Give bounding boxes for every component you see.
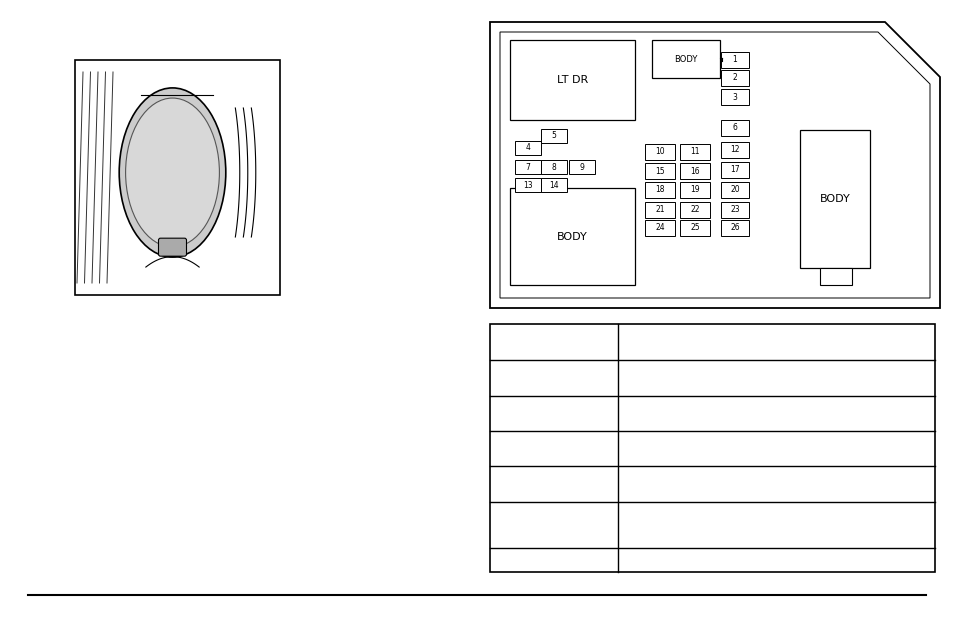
Bar xyxy=(540,160,566,174)
Bar xyxy=(679,182,709,198)
Bar xyxy=(490,324,934,572)
Bar xyxy=(540,129,566,143)
Text: BODY: BODY xyxy=(674,55,697,64)
Bar xyxy=(679,220,709,236)
Bar xyxy=(515,160,540,174)
Text: 1: 1 xyxy=(732,55,737,64)
Bar xyxy=(720,162,748,178)
Text: 6: 6 xyxy=(732,123,737,132)
Text: LT DR: LT DR xyxy=(557,75,587,85)
Polygon shape xyxy=(490,22,939,308)
FancyBboxPatch shape xyxy=(158,238,186,256)
Bar xyxy=(651,40,720,78)
Bar xyxy=(720,52,748,68)
Text: 18: 18 xyxy=(655,186,664,195)
Bar xyxy=(540,178,566,192)
Text: 25: 25 xyxy=(689,223,700,233)
Bar xyxy=(644,220,675,236)
Bar xyxy=(644,144,675,160)
Text: 14: 14 xyxy=(549,181,558,190)
Text: 10: 10 xyxy=(655,148,664,156)
Bar xyxy=(820,268,851,285)
Text: 22: 22 xyxy=(690,205,699,214)
Text: BODY: BODY xyxy=(557,232,587,242)
Text: 8: 8 xyxy=(551,163,556,172)
Text: 5: 5 xyxy=(551,132,556,141)
Text: 13: 13 xyxy=(522,181,533,190)
Text: 3: 3 xyxy=(732,92,737,102)
Text: 20: 20 xyxy=(729,186,739,195)
Bar xyxy=(720,89,748,105)
Text: 7: 7 xyxy=(525,163,530,172)
Ellipse shape xyxy=(126,98,219,247)
Text: 11: 11 xyxy=(690,148,699,156)
Bar xyxy=(515,178,540,192)
Text: 4: 4 xyxy=(525,144,530,153)
Text: 16: 16 xyxy=(689,167,700,176)
Bar xyxy=(515,141,540,155)
Bar xyxy=(720,70,748,86)
Text: 23: 23 xyxy=(729,205,739,214)
Bar xyxy=(800,130,869,268)
Text: 24: 24 xyxy=(655,223,664,233)
Bar xyxy=(720,182,748,198)
Bar xyxy=(510,188,635,285)
Text: 9: 9 xyxy=(579,163,584,172)
Bar xyxy=(568,160,595,174)
Text: 26: 26 xyxy=(729,223,739,233)
Bar xyxy=(75,60,280,295)
Bar xyxy=(720,220,748,236)
Text: 2: 2 xyxy=(732,74,737,83)
Bar xyxy=(510,40,635,120)
Bar xyxy=(679,163,709,179)
Bar xyxy=(644,182,675,198)
Text: 17: 17 xyxy=(729,165,739,174)
Bar xyxy=(720,202,748,218)
Text: 21: 21 xyxy=(655,205,664,214)
Text: 12: 12 xyxy=(729,146,739,155)
Text: BODY: BODY xyxy=(819,194,849,204)
Bar xyxy=(644,202,675,218)
Text: 15: 15 xyxy=(655,167,664,176)
Text: 19: 19 xyxy=(689,186,700,195)
Bar xyxy=(720,142,748,158)
Bar xyxy=(679,144,709,160)
Bar xyxy=(720,120,748,136)
Ellipse shape xyxy=(119,88,226,257)
Bar xyxy=(679,202,709,218)
Bar xyxy=(644,163,675,179)
